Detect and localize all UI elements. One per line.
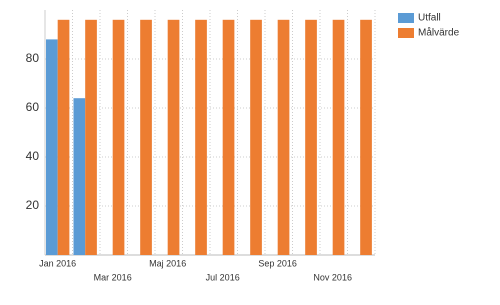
bar (195, 19, 207, 255)
x-tick-label: Mar 2016 (94, 272, 132, 282)
bar (360, 19, 372, 255)
bar (167, 19, 180, 255)
legend-swatch (398, 28, 414, 38)
legend-label: Utfall (418, 13, 441, 24)
y-tick-label: 40 (26, 149, 40, 163)
bar (332, 19, 345, 255)
bar (222, 19, 235, 255)
x-tick-label: Jan 2016 (39, 258, 76, 268)
bar (277, 19, 290, 255)
y-tick-label: 80 (26, 51, 40, 65)
bar (57, 19, 70, 255)
bar (305, 19, 317, 255)
y-tick-label: 20 (26, 198, 40, 212)
x-tick-label: Nov 2016 (313, 272, 352, 282)
x-tick-label: Jul 2016 (206, 272, 240, 282)
bar (85, 19, 97, 255)
x-tick-label: Sep 2016 (258, 258, 297, 268)
bar (250, 19, 262, 255)
bar (112, 19, 125, 255)
y-tick-label: 60 (26, 100, 40, 114)
bar (46, 39, 58, 256)
legend-label: Målvärde (418, 27, 460, 39)
legend-swatch (398, 13, 414, 23)
x-tick-label: Maj 2016 (149, 258, 186, 268)
bar (73, 98, 86, 255)
bar (140, 19, 152, 255)
